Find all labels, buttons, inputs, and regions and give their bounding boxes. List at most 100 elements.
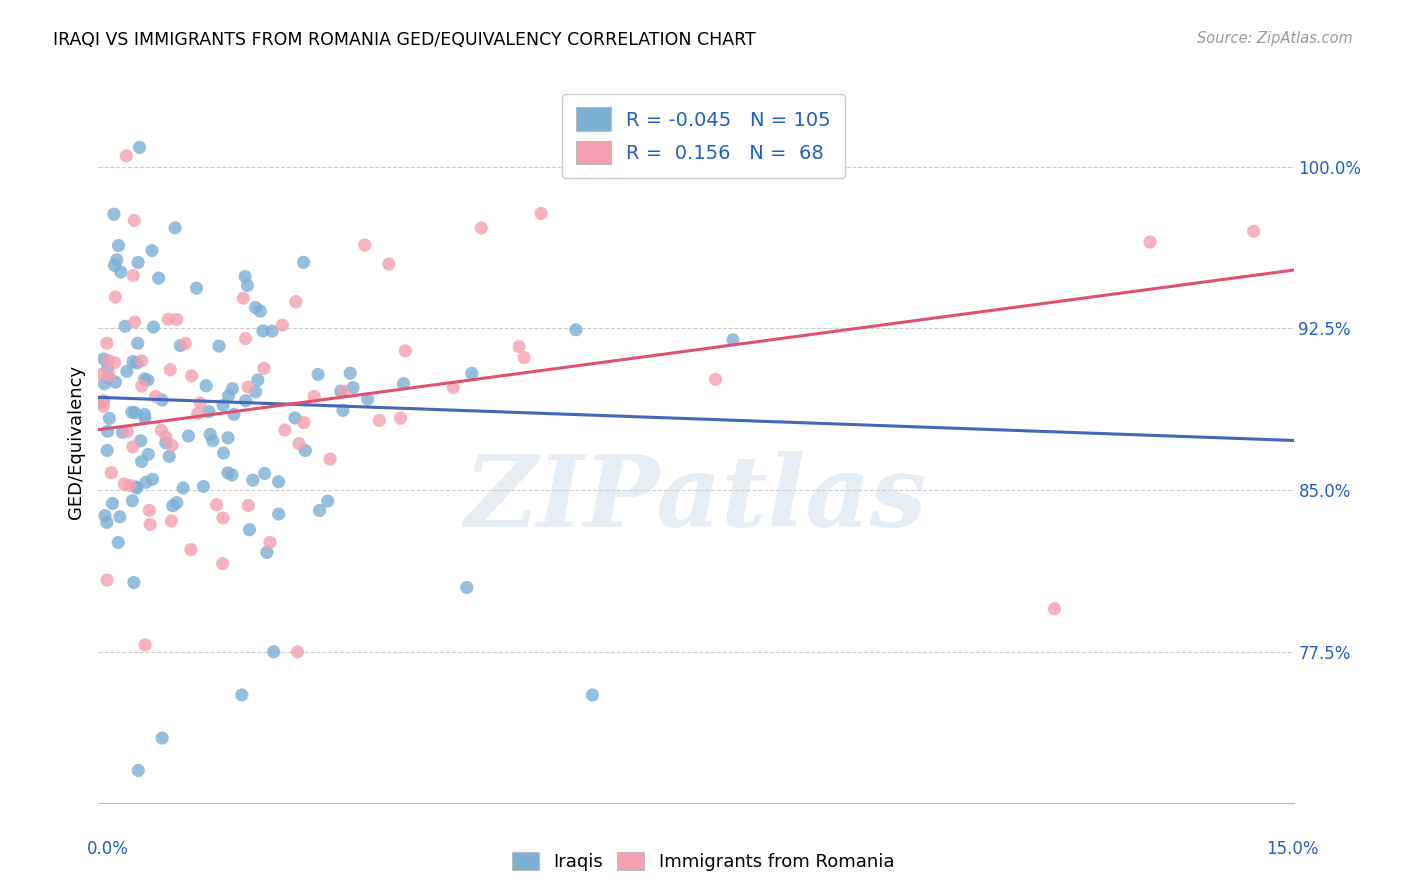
Point xyxy=(565,323,588,337)
Point xyxy=(159,363,181,377)
Point xyxy=(91,395,114,409)
Point xyxy=(96,516,118,530)
Point xyxy=(121,440,143,454)
Point xyxy=(235,332,257,346)
Point xyxy=(441,380,464,394)
Point xyxy=(98,368,121,383)
Point xyxy=(107,535,129,549)
Point xyxy=(121,493,143,508)
Point xyxy=(392,376,415,391)
Point xyxy=(96,336,118,351)
Point xyxy=(242,473,264,487)
Point xyxy=(195,378,218,392)
Point xyxy=(131,354,153,368)
Point xyxy=(136,373,159,387)
Point xyxy=(120,478,142,492)
Point xyxy=(131,379,153,393)
Point xyxy=(108,509,131,524)
Point xyxy=(292,255,315,269)
Point xyxy=(150,392,173,407)
Point xyxy=(245,384,267,399)
Point xyxy=(378,257,401,271)
Point xyxy=(104,356,127,370)
Point xyxy=(112,477,135,491)
Point xyxy=(389,411,412,425)
Point xyxy=(212,398,235,412)
Point xyxy=(128,140,150,154)
Point xyxy=(157,450,180,464)
Point xyxy=(98,411,121,425)
Text: 0.0%: 0.0% xyxy=(87,840,129,858)
Point xyxy=(93,399,115,413)
Point xyxy=(1043,601,1066,615)
Point xyxy=(238,499,260,513)
Point xyxy=(104,375,127,389)
Point xyxy=(284,411,307,425)
Point xyxy=(253,467,276,481)
Point xyxy=(333,384,356,399)
Point xyxy=(217,431,239,445)
Text: 15.0%: 15.0% xyxy=(1267,840,1319,858)
Point xyxy=(127,255,149,269)
Point xyxy=(271,318,294,332)
Point xyxy=(221,382,243,396)
Point xyxy=(148,271,170,285)
Point xyxy=(134,638,156,652)
Point xyxy=(180,542,202,557)
Point xyxy=(233,269,256,284)
Point xyxy=(115,149,138,163)
Point xyxy=(155,430,177,444)
Point xyxy=(160,514,183,528)
Point xyxy=(134,411,156,425)
Point xyxy=(353,238,375,252)
Point xyxy=(212,511,235,525)
Point xyxy=(292,416,315,430)
Point xyxy=(259,535,281,549)
Point xyxy=(394,343,416,358)
Point xyxy=(253,361,276,376)
Text: ZIPatlas: ZIPatlas xyxy=(465,451,927,548)
Point xyxy=(127,336,149,351)
Point xyxy=(461,367,484,381)
Point xyxy=(96,443,118,458)
Point xyxy=(157,312,180,326)
Point xyxy=(115,425,138,439)
Point xyxy=(205,498,228,512)
Point xyxy=(124,213,146,227)
Point xyxy=(342,381,364,395)
Point xyxy=(145,390,167,404)
Point xyxy=(125,480,148,494)
Point xyxy=(339,366,361,380)
Point xyxy=(135,475,157,490)
Point xyxy=(100,466,122,480)
Point xyxy=(217,466,239,480)
Point xyxy=(188,396,211,410)
Point xyxy=(456,581,478,595)
Point xyxy=(93,393,115,408)
Point xyxy=(530,206,553,220)
Point xyxy=(111,425,134,440)
Point xyxy=(93,352,115,367)
Point xyxy=(122,354,145,368)
Point xyxy=(212,446,235,460)
Point xyxy=(581,688,603,702)
Point xyxy=(91,367,114,381)
Point xyxy=(294,443,316,458)
Point xyxy=(134,408,156,422)
Point xyxy=(198,427,221,442)
Point xyxy=(238,523,260,537)
Point xyxy=(93,376,115,391)
Point xyxy=(332,403,354,417)
Point xyxy=(172,481,194,495)
Point xyxy=(142,320,165,334)
Point xyxy=(274,423,297,437)
Point xyxy=(236,380,259,394)
Point xyxy=(319,452,342,467)
Point xyxy=(125,356,148,370)
Point xyxy=(201,434,224,448)
Point xyxy=(513,351,536,365)
Point xyxy=(121,405,143,419)
Point xyxy=(103,259,125,273)
Point xyxy=(236,278,259,293)
Point xyxy=(136,447,159,461)
